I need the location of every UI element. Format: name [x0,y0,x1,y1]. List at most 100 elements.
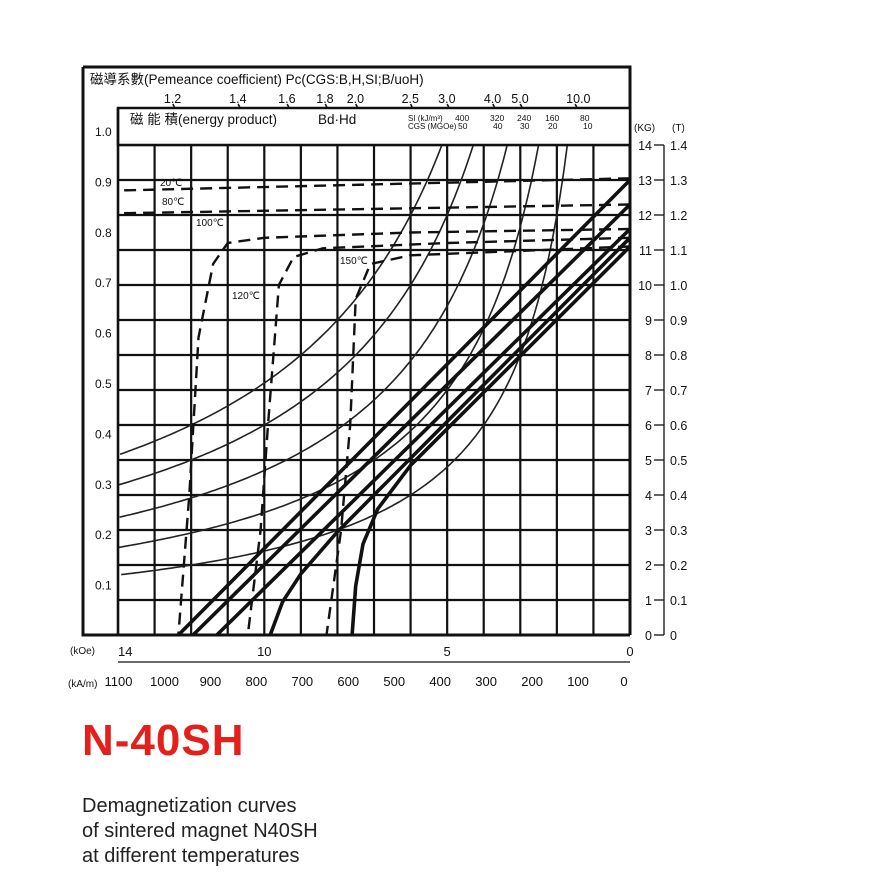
energy-unit-cgs: CGS (MGOe) [408,122,457,131]
left-axis-tick-label: 0.9 [95,175,112,189]
t-tick-label: 1.4 [670,139,687,153]
t-tick-label: 0.9 [670,314,687,328]
kg-tick-label: 6 [645,419,652,433]
intrinsic-curve-20℃ [117,177,631,192]
temperature-label: 20℃ [160,178,182,189]
normal-curve-150℃ [350,245,632,636]
kam-tick-label: 400 [429,674,451,689]
kam-tick-label: 500 [383,674,405,689]
permeance-tick-label: 1.8 [316,92,333,106]
kg-axis-label: (KG) [634,123,655,134]
koe-tick-label: 14 [118,644,132,659]
energy-si-label: 320 [490,113,504,123]
permeance-tick [574,103,578,109]
kam-axis-label: (kA/m) [68,679,97,690]
energy-product-curve-50 [119,144,443,456]
left-axis-tick-label: 0.7 [95,276,112,290]
permeance-tick-label: 1.2 [164,92,181,106]
permeance-header: 磁導系數(Pemeance coefficient) Pc(CGS:B,H,SI… [90,72,424,87]
energy-si-label: 400 [455,113,469,123]
temperature-label: 150℃ [340,256,368,267]
t-tick-label: 0.3 [670,524,687,538]
kg-tick-label: 12 [638,209,652,223]
energy-cgs-label: 10 [583,121,593,131]
kg-tick-label: 5 [645,454,652,468]
t-tick-label: 0.2 [670,559,687,573]
permeance-tick-label: 5.0 [511,92,528,106]
t-tick-label: 1.1 [670,244,687,258]
permeance-tick [519,103,523,109]
permeance-tick [286,103,290,109]
kam-tick-label: 800 [246,674,268,689]
t-tick-label: 1.0 [670,279,687,293]
energy-symbol: Bd·Hd [318,112,356,127]
permeance-tick-label: 10.0 [566,92,590,106]
kg-tick-label: 2 [645,559,652,573]
t-tick-label: 0.5 [670,454,687,468]
left-axis-tick-label: 0.1 [95,579,112,593]
kam-tick-label: 600 [337,674,359,689]
permeance-tick-label: 4.0 [484,92,501,106]
t-axis-label: (T) [672,123,685,134]
energy-product-curve-30 [119,144,508,518]
t-tick-label: 0.8 [670,349,687,363]
t-tick-label: 0.7 [670,384,687,398]
kam-tick-label: 200 [521,674,543,689]
left-axis-tick-label: 0.8 [95,226,112,240]
kg-tick-label: 4 [645,489,652,503]
koe-tick-label: 5 [444,644,451,659]
t-tick-label: 0.4 [670,489,687,503]
chart-title: N-40SH [82,716,245,765]
permeance-tick [355,103,359,109]
energy-cgs-label: 30 [520,121,530,131]
kg-tick-label: 11 [639,244,652,258]
permeance-tick [237,103,241,109]
kg-tick-label: 8 [645,349,652,363]
energy-product-curve-40 [118,144,475,486]
energy-unit-si: SI (kJ/m³) [408,114,443,123]
energy-product-band [116,106,632,147]
temperature-label: 100℃ [196,218,224,229]
grid [116,108,632,637]
normal-curve-20℃ [177,178,632,637]
left-axis-tick-label: 0.3 [95,478,112,492]
temperature-label: 120℃ [232,291,260,302]
curves [117,144,632,637]
left-axis-tick-label: 0.5 [95,377,112,391]
left-axis-tick-label: 0.4 [95,427,112,441]
kam-tick-label: 100 [567,674,589,689]
subtitle-line: Demagnetization curves [82,795,297,817]
kg-tick-label: 3 [645,524,652,538]
kam-tick-label: 700 [291,674,313,689]
kg-tick-label: 14 [638,139,652,153]
labels: 20℃ 80℃ 100℃ 120℃ 150℃ 磁導系數(Pemeance coeffici… [68,72,687,690]
kam-tick-label: 0 [620,674,627,689]
permeance-tick [172,103,176,109]
energy-si-label: 160 [545,113,559,123]
kam-tick-label: 900 [200,674,222,689]
outer-frame [81,65,632,637]
permeance-tick [446,103,450,109]
permeance-tick-label: 2.5 [402,92,419,106]
koe-tick-label: 0 [626,644,633,659]
intrinsic-curve-150℃ [325,245,631,636]
normal-curve-120℃ [268,236,632,636]
kg-tick-label: 0 [645,629,652,643]
kg-tick-label: 7 [645,384,652,398]
permeance-tick [324,103,328,109]
t-tick-label: 0.1 [670,594,687,608]
koe-tick-label: 10 [257,644,271,659]
koe-axis-label: (kOe) [70,646,95,657]
permeance-tick-label: 2.0 [347,92,364,106]
kg-tick-label: 1 [645,594,652,608]
energy-cgs-label: 50 [458,121,468,131]
kg-tick-label: 13 [638,174,652,188]
left-axis-tick-label: 0.6 [95,327,112,341]
energy-si-label: 240 [517,113,531,123]
kam-tick-label: 1000 [150,674,179,689]
kam-tick-label: 300 [475,674,497,689]
permeance-tick-label: 3.0 [438,92,455,106]
intrinsic-curve-100℃ [177,227,631,636]
normal-curve-100℃ [215,227,632,637]
